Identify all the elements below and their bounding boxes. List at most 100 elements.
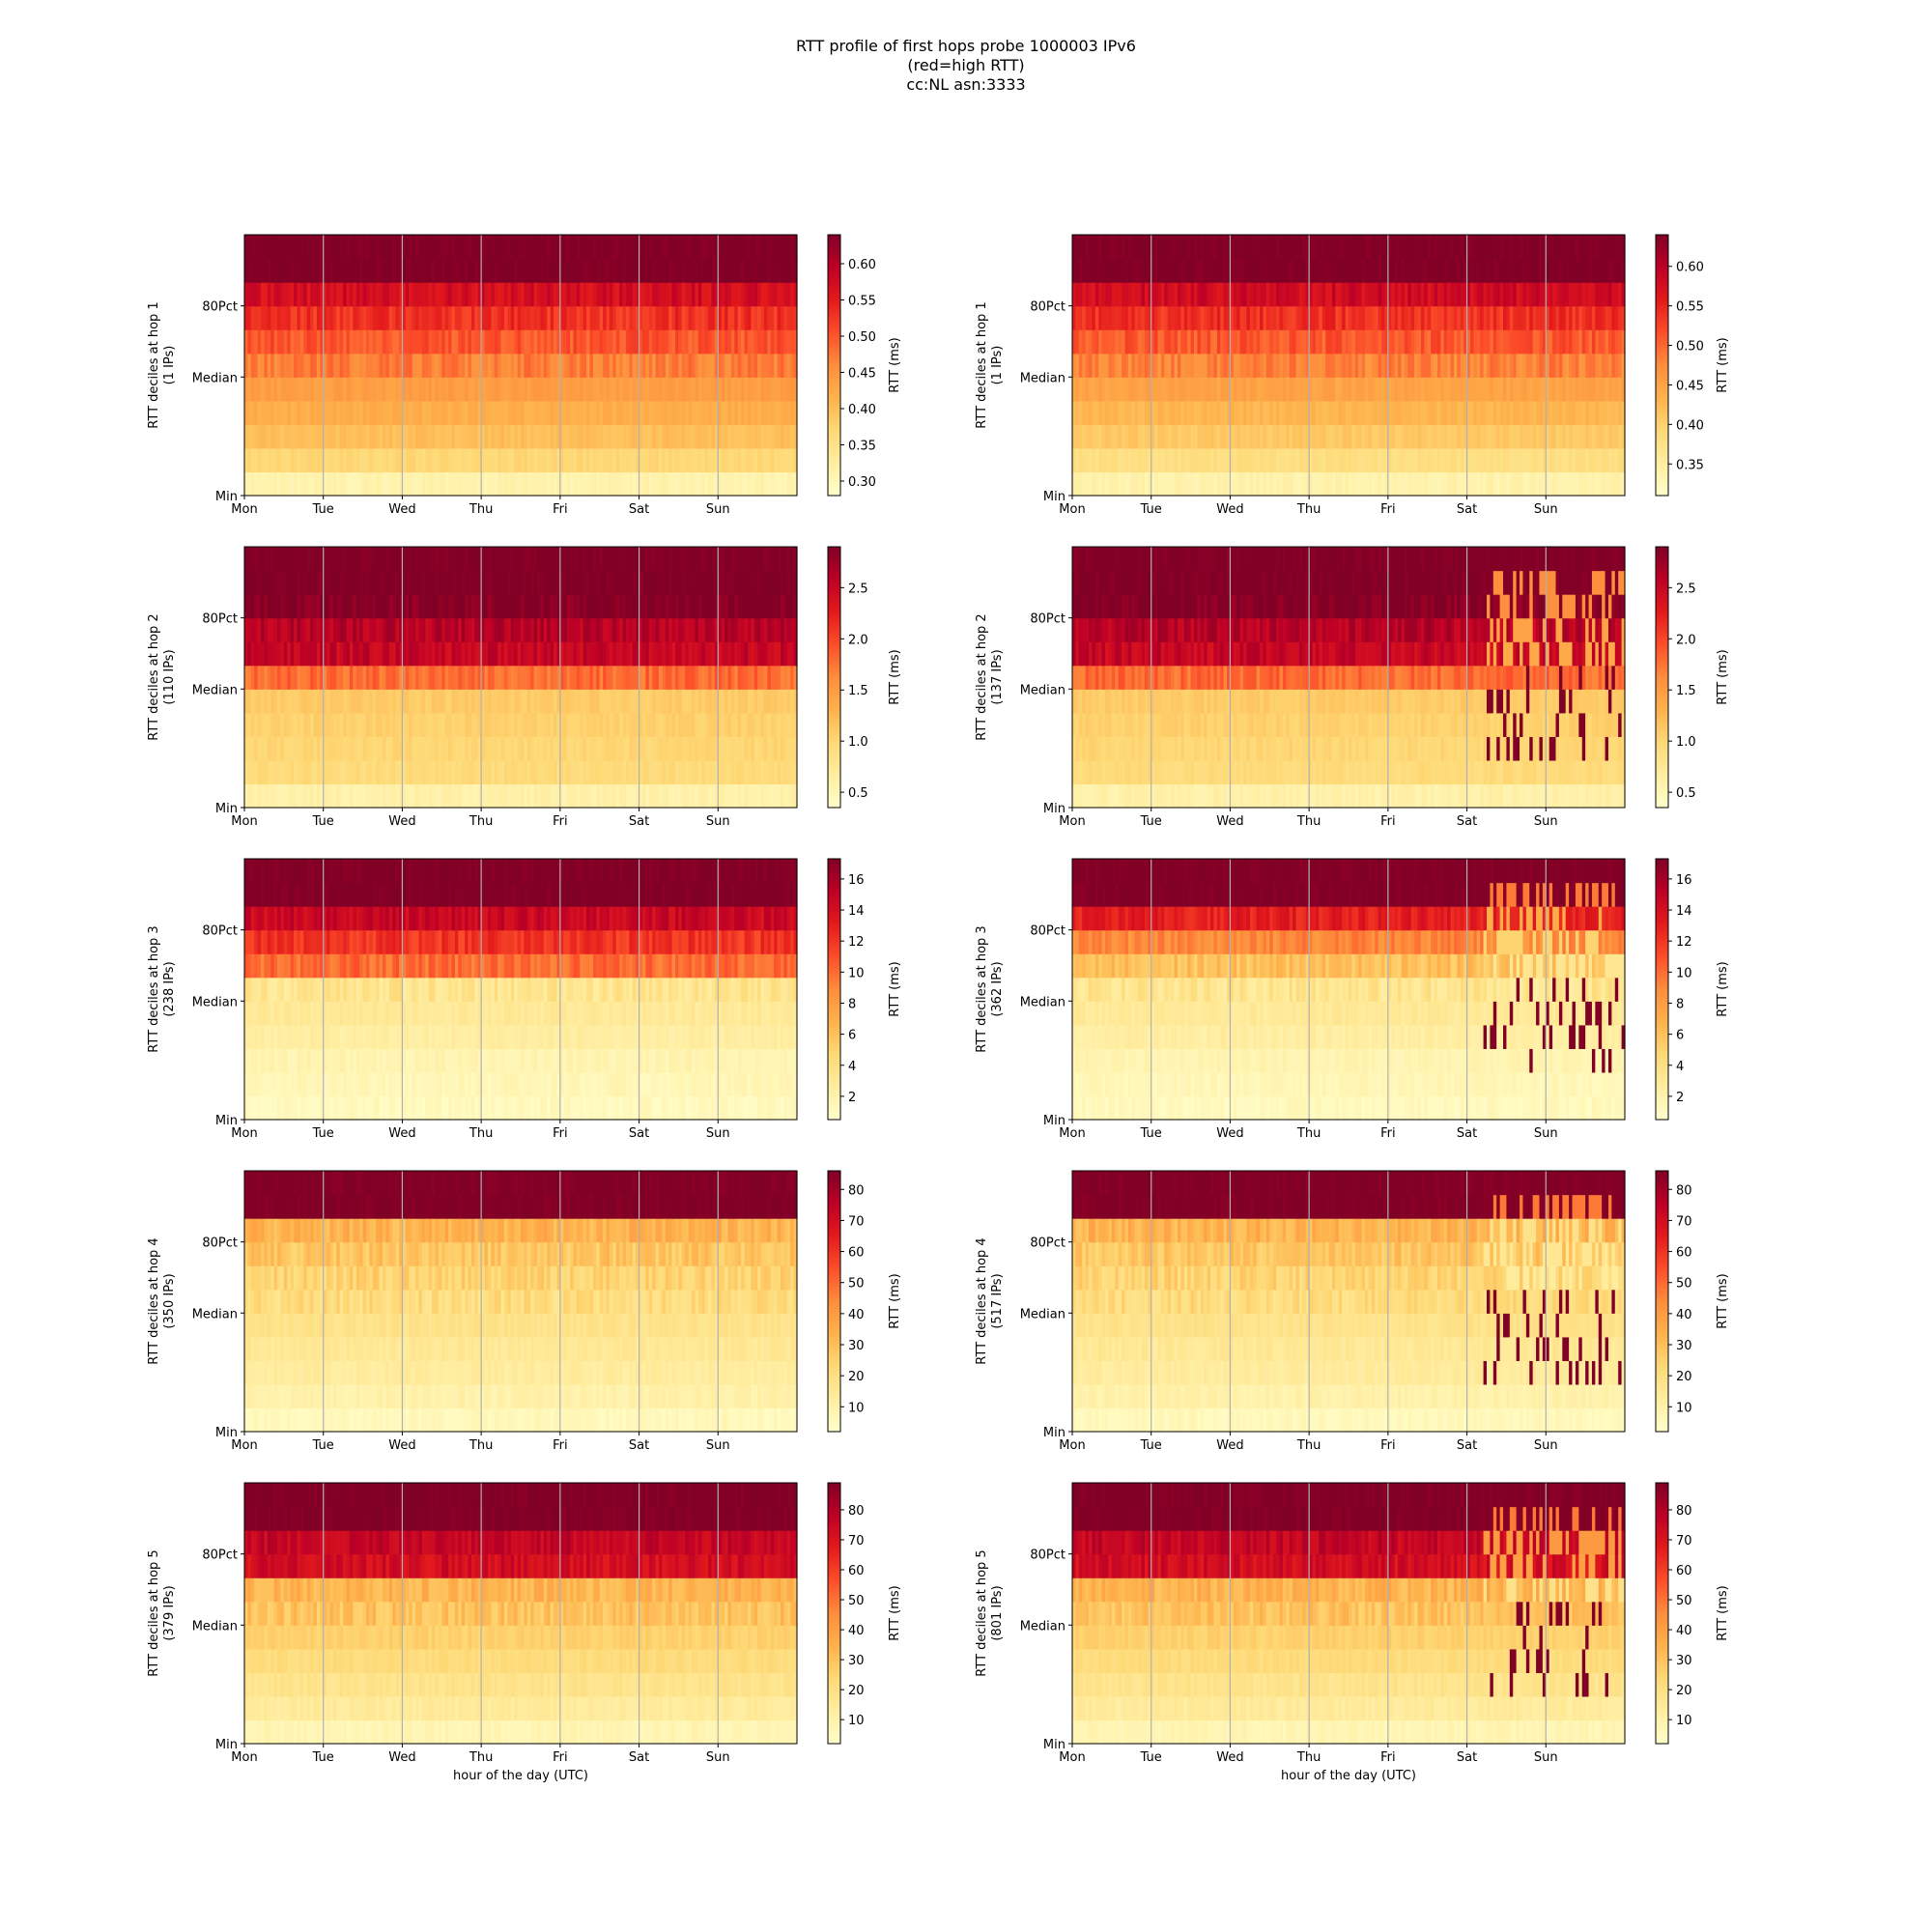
heatmap-cell <box>415 594 420 619</box>
heatmap-cell <box>603 424 608 449</box>
heatmap-cell <box>1138 353 1143 378</box>
heatmap-cell <box>753 235 758 260</box>
heatmap-cell <box>432 783 437 809</box>
heatmap-cell <box>267 783 271 809</box>
heatmap-cell <box>441 547 446 572</box>
heatmap-cell <box>697 329 702 355</box>
heatmap-cell <box>550 617 554 642</box>
heatmap-cell <box>537 689 542 714</box>
heatmap-cell <box>470 305 475 330</box>
heatmap-cell <box>586 689 591 714</box>
heatmap-cell <box>438 689 442 714</box>
heatmap-cell <box>1424 305 1429 330</box>
heatmap-cell <box>563 736 568 761</box>
heatmap-cell <box>329 641 334 667</box>
heatmap-cell <box>458 353 463 378</box>
heatmap-cell <box>1157 258 1162 283</box>
heatmap-cell <box>622 471 627 497</box>
heatmap-cell <box>1167 329 1172 355</box>
heatmap-cell <box>744 400 749 425</box>
heatmap-cell <box>1094 305 1099 330</box>
heatmap-cell <box>1075 377 1080 402</box>
heatmap-cell <box>392 305 397 330</box>
heatmap-cell <box>1621 282 1626 307</box>
heatmap-cell <box>415 547 420 572</box>
heatmap-cell <box>388 329 393 355</box>
heatmap-cell <box>1227 282 1232 307</box>
heatmap-cell <box>530 594 535 619</box>
heatmap-cell <box>349 305 354 330</box>
heatmap-cell <box>753 424 758 449</box>
heatmap-cell <box>435 594 440 619</box>
heatmap-cell <box>273 282 278 307</box>
heatmap-cell <box>1436 282 1441 307</box>
heatmap-cell <box>1204 353 1208 378</box>
heatmap-cell <box>1591 377 1596 402</box>
heatmap-cell <box>1407 424 1412 449</box>
heatmap-cell <box>310 570 315 595</box>
heatmap-cell <box>1118 305 1122 330</box>
heatmap-cell <box>376 736 381 761</box>
heatmap-cell <box>1384 400 1389 425</box>
heatmap-cell <box>1469 377 1474 402</box>
heatmap-cell <box>1581 471 1586 497</box>
heatmap-cell <box>287 547 292 572</box>
heatmap-cell <box>1490 377 1494 402</box>
heatmap-cell <box>770 305 775 330</box>
heatmap-cell <box>1210 424 1214 449</box>
heatmap-cell <box>468 547 472 572</box>
heatmap-cell <box>592 736 597 761</box>
heatmap-cell <box>320 665 325 690</box>
heatmap-cell <box>662 377 667 402</box>
heatmap-cell <box>566 353 571 378</box>
heatmap-cell <box>582 471 587 497</box>
heatmap-cell <box>697 377 702 402</box>
heatmap-cell <box>264 759 269 785</box>
heatmap-cell <box>1276 329 1281 355</box>
heatmap-cell <box>1260 282 1264 307</box>
heatmap-cell <box>1349 258 1352 283</box>
heatmap-cell <box>349 471 354 497</box>
heatmap-cell <box>494 235 498 260</box>
heatmap-cell <box>474 424 479 449</box>
heatmap-cell <box>432 547 437 572</box>
heatmap-cell <box>491 329 496 355</box>
heatmap-cell <box>1197 305 1202 330</box>
heatmap-cell <box>596 471 601 497</box>
heatmap-cell <box>1138 447 1143 473</box>
heatmap-cell <box>1269 353 1274 378</box>
heatmap-cell <box>737 258 742 283</box>
heatmap-cell <box>1503 447 1508 473</box>
heatmap-cell <box>1213 447 1218 473</box>
heatmap-cell <box>678 282 683 307</box>
heatmap-cell <box>1509 282 1514 307</box>
heatmap-cell <box>1492 400 1497 425</box>
heatmap-cell <box>570 447 575 473</box>
heatmap-cell <box>550 377 554 402</box>
heatmap-cell <box>250 305 255 330</box>
heatmap-cell <box>494 665 498 690</box>
heatmap-cell <box>481 400 486 425</box>
heatmap-cell <box>566 783 571 809</box>
heatmap-cell <box>1302 424 1307 449</box>
heatmap-cell <box>1312 400 1317 425</box>
heatmap-cell <box>412 424 416 449</box>
heatmap-cell <box>1607 377 1612 402</box>
heatmap-cell <box>612 400 617 425</box>
heatmap-cell <box>1148 235 1152 260</box>
heatmap-cell <box>303 783 308 809</box>
heatmap-cell <box>395 377 400 402</box>
heatmap-cell <box>283 305 288 330</box>
heatmap-cell <box>379 305 384 330</box>
heatmap-cell <box>744 471 749 497</box>
heatmap-cell <box>1233 305 1237 330</box>
heatmap-cell <box>270 353 275 378</box>
heatmap-cell <box>1391 447 1396 473</box>
heatmap-cell <box>323 447 327 473</box>
heatmap-cell <box>383 258 386 283</box>
heatmap-cell <box>537 594 542 619</box>
heatmap-cell <box>465 353 469 378</box>
heatmap-cell <box>1282 235 1287 260</box>
heatmap-cell <box>1552 305 1557 330</box>
heatmap-cell <box>339 353 344 378</box>
